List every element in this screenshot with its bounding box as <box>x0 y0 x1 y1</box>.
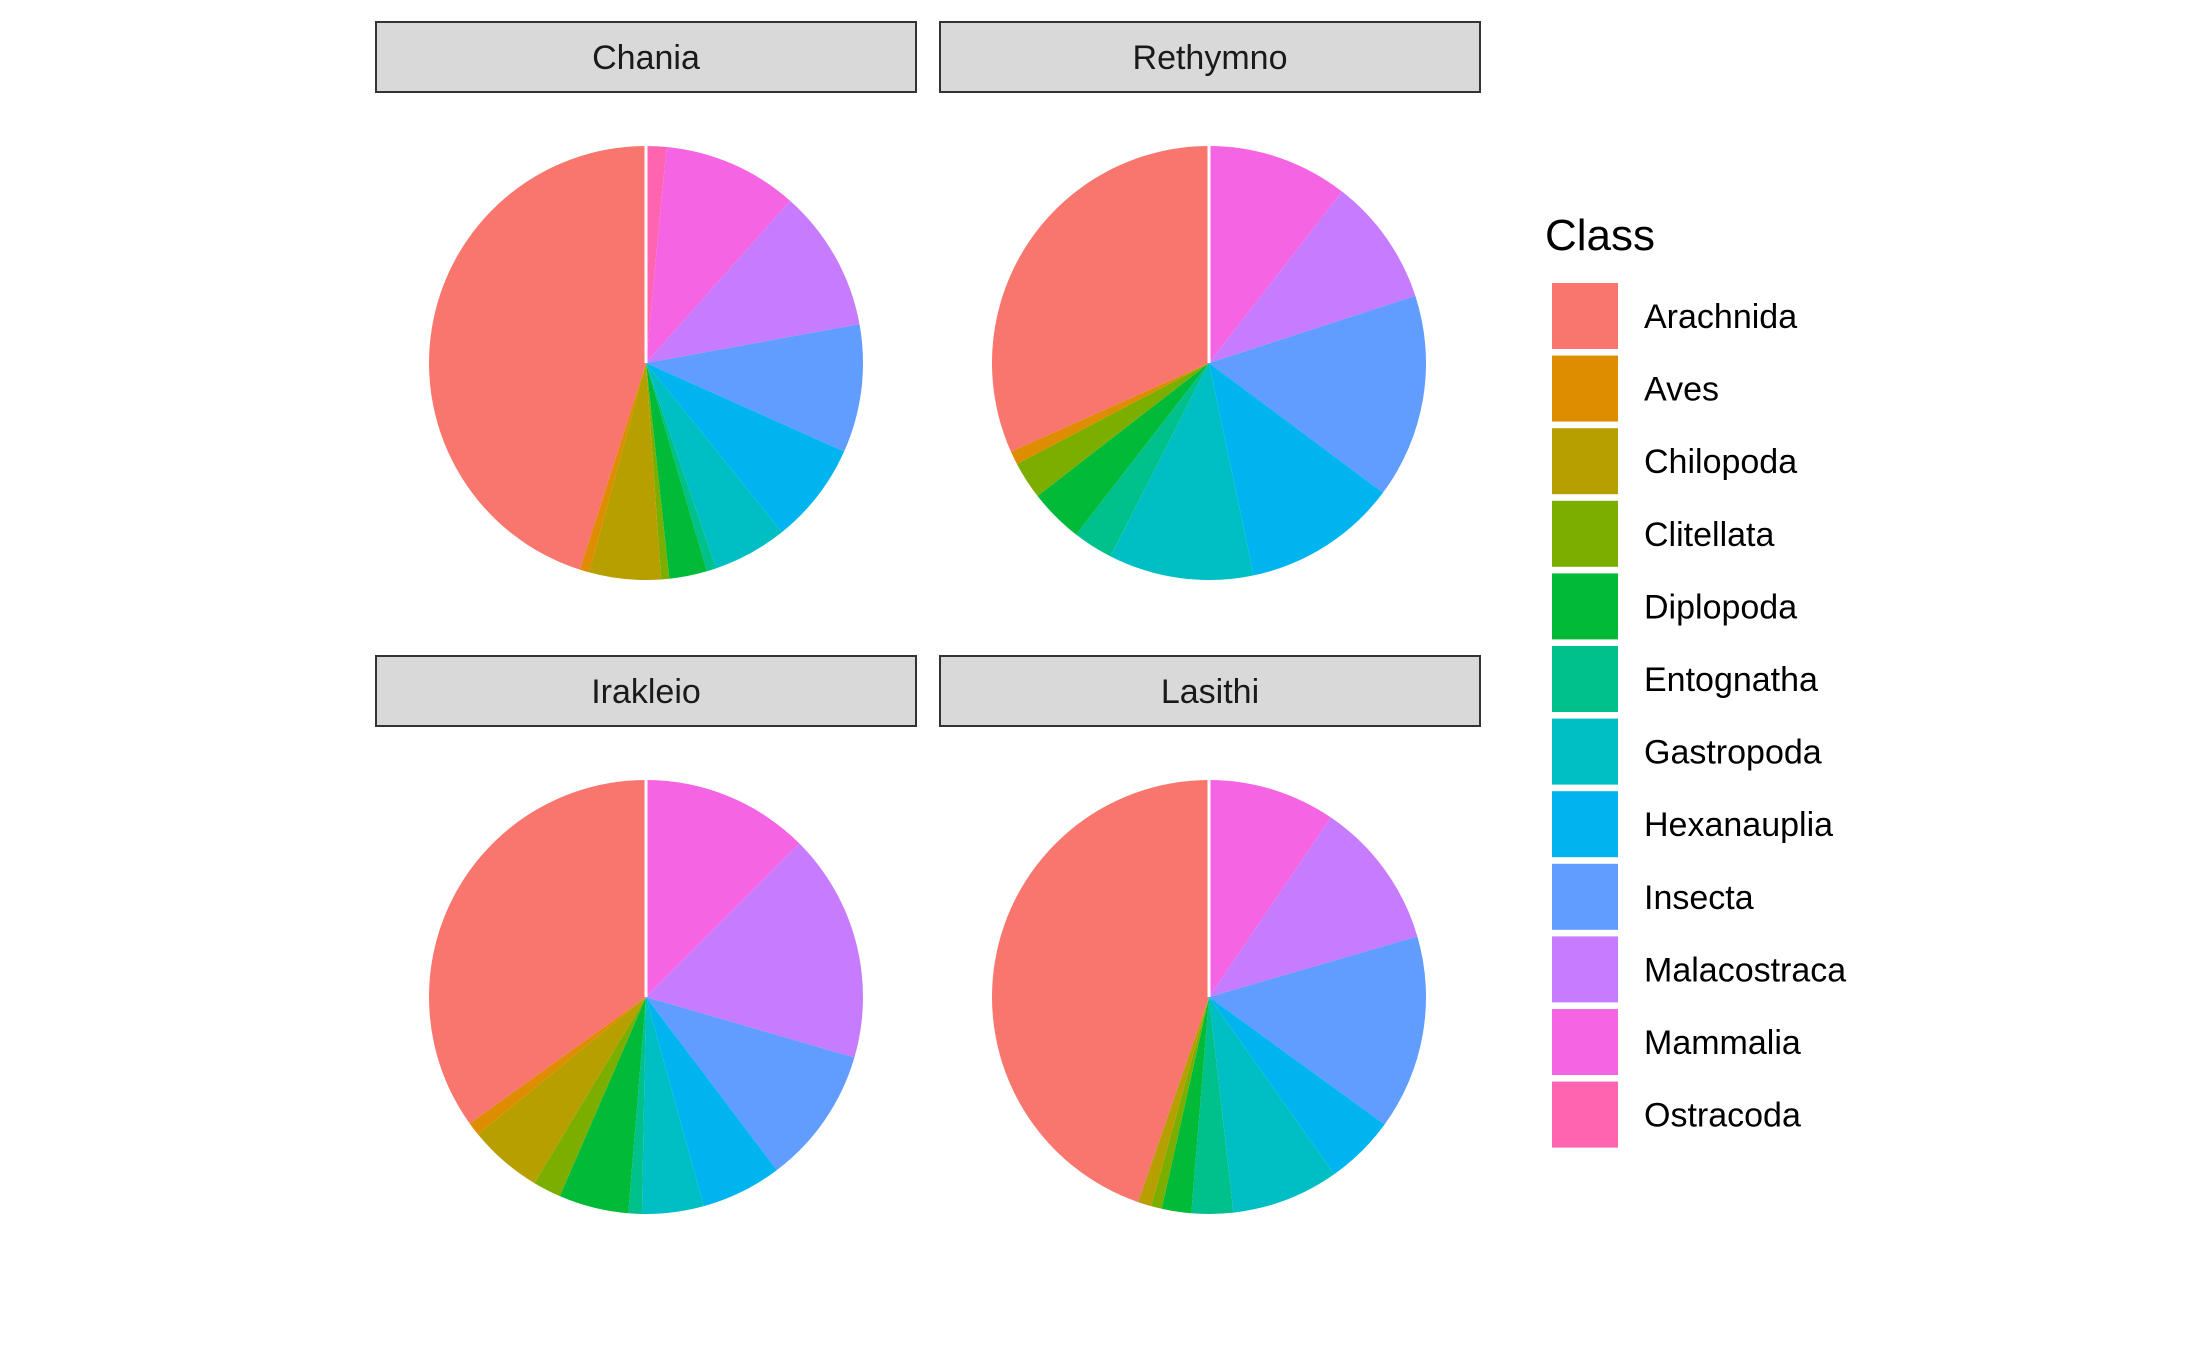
slice-irakleio-gastropoda <box>641 997 704 1214</box>
facet-rethymno: Rethymno <box>939 21 1481 580</box>
legend-key-clitellata <box>1552 500 1618 567</box>
legend: Class Arachnida Aves Chilopoda Clitellata Di… <box>1545 211 1846 1148</box>
slice-lasithi-clitellata <box>1151 997 1209 1209</box>
slice-irakleio-hexanauplia <box>646 997 777 1207</box>
strip-irakleio <box>375 655 917 727</box>
slice-rethymno-clitellata <box>1016 363 1209 496</box>
slice-chania-aves <box>579 363 646 573</box>
slice-lasithi-insecta <box>1209 936 1426 1125</box>
slice-irakleio-chilopoda <box>477 997 646 1184</box>
legend-item-aves: Aves <box>1552 355 1719 422</box>
slice-irakleio-aves <box>469 997 646 1135</box>
slice-lasithi-diplopoda <box>1161 997 1209 1214</box>
legend-key-mammalia <box>1552 1009 1618 1075</box>
slice-chania-clitellata <box>646 363 670 580</box>
legend-key-entognatha <box>1552 646 1618 712</box>
legend-label-insecta: Insecta <box>1644 879 1754 917</box>
legend-key-malacostraca <box>1552 936 1618 1003</box>
slice-irakleio-diplopoda <box>559 997 646 1214</box>
facets: Chania Rethymno Irakleio Lasithi <box>375 21 1481 1215</box>
legend-item-mammalia: Mammalia <box>1552 1009 1801 1075</box>
legend-key-chilopoda <box>1552 428 1618 495</box>
slice-chania-arachnida <box>429 146 646 570</box>
slice-irakleio-malacostraca <box>646 843 863 1058</box>
legend-label-aves: Aves <box>1644 371 1719 409</box>
slice-chania-chilopoda <box>589 363 662 581</box>
slice-rethymno-hexanauplia <box>1209 363 1383 576</box>
slice-lasithi-gastropoda <box>1209 997 1335 1213</box>
slice-irakleio-insecta <box>646 997 855 1171</box>
slice-rethymno-aves <box>1010 363 1209 464</box>
slice-rethymno-insecta <box>1209 295 1427 493</box>
slice-chania-mammalia <box>646 146 791 363</box>
slice-chania-ostracoda <box>646 146 667 363</box>
strip-label-lasithi: Lasithi <box>1161 673 1259 711</box>
slice-chania-hexanauplia <box>646 363 845 533</box>
legend-item-clitellata: Clitellata <box>1552 500 1774 567</box>
slice-irakleio-clitellata <box>534 997 646 1197</box>
facet-lasithi: Lasithi <box>939 655 1481 1215</box>
slice-lasithi-chilopoda <box>1138 997 1209 1207</box>
slice-chania-malacostraca <box>646 200 860 363</box>
strip-label-chania: Chania <box>592 39 700 77</box>
strip-label-rethymno: Rethymno <box>1133 39 1288 77</box>
slice-irakleio-mammalia <box>646 780 800 997</box>
legend-key-aves <box>1552 355 1618 422</box>
legend-item-insecta: Insecta <box>1552 863 1754 930</box>
legend-label-gastropoda: Gastropoda <box>1644 734 1822 772</box>
legend-key-gastropoda <box>1552 718 1618 785</box>
slice-rethymno-mammalia <box>1209 146 1342 363</box>
legend-item-entognatha: Entognatha <box>1552 646 1818 712</box>
slice-chania-diplopoda <box>646 363 707 579</box>
facet-chania: Chania <box>375 21 917 581</box>
slice-irakleio-arachnida <box>429 780 646 1124</box>
slice-chania-insecta <box>646 324 864 452</box>
slice-rethymno-arachnida <box>992 146 1209 452</box>
legend-items: Arachnida Aves Chilopoda Clitellata Diplopod… <box>1552 283 1846 1148</box>
slice-chania-gastropoda <box>646 363 782 569</box>
slice-lasithi-mammalia <box>1209 780 1331 997</box>
facet-irakleio: Irakleio <box>375 655 917 1214</box>
slice-lasithi-hexanauplia <box>1209 997 1385 1175</box>
legend-label-malacostraca: Malacostraca <box>1644 951 1846 989</box>
slice-lasithi-malacostraca <box>1209 817 1418 997</box>
slice-rethymno-gastropoda <box>1110 363 1254 580</box>
legend-item-ostracoda: Ostracoda <box>1552 1081 1801 1148</box>
legend-title: Class <box>1545 211 1655 260</box>
legend-item-hexanauplia: Hexanauplia <box>1552 791 1833 858</box>
legend-item-diplopoda: Diplopoda <box>1552 573 1797 640</box>
legend-item-arachnida: Arachnida <box>1552 283 1797 349</box>
strip-chania <box>375 21 917 93</box>
legend-key-arachnida <box>1552 283 1618 349</box>
slice-lasithi-arachnida <box>992 780 1209 1203</box>
legend-key-ostracoda <box>1552 1081 1618 1148</box>
legend-label-hexanauplia: Hexanauplia <box>1644 806 1833 844</box>
legend-label-mammalia: Mammalia <box>1644 1024 1801 1062</box>
slice-rethymno-entognatha <box>1076 363 1209 557</box>
slice-rethymno-malacostraca <box>1209 191 1416 363</box>
legend-item-malacostraca: Malacostraca <box>1552 936 1846 1003</box>
legend-label-entognatha: Entognatha <box>1644 661 1818 699</box>
legend-label-chilopoda: Chilopoda <box>1644 443 1797 481</box>
slice-rethymno-diplopoda <box>1037 363 1209 535</box>
legend-label-diplopoda: Diplopoda <box>1644 588 1797 626</box>
slice-lasithi-entognatha <box>1191 997 1234 1215</box>
strip-lasithi <box>939 655 1481 727</box>
legend-item-gastropoda: Gastropoda <box>1552 718 1822 785</box>
legend-label-arachnida: Arachnida <box>1644 298 1797 336</box>
legend-item-chilopoda: Chilopoda <box>1552 428 1797 495</box>
slice-chania-entognatha <box>646 363 717 572</box>
strip-rethymno <box>939 21 1481 93</box>
legend-label-clitellata: Clitellata <box>1644 516 1774 554</box>
legend-label-ostracoda: Ostracoda <box>1644 1097 1801 1135</box>
legend-key-insecta <box>1552 863 1618 930</box>
legend-key-hexanauplia <box>1552 791 1618 858</box>
slice-irakleio-entognatha <box>628 997 646 1214</box>
legend-key-diplopoda <box>1552 573 1618 640</box>
strip-label-irakleio: Irakleio <box>591 673 701 711</box>
